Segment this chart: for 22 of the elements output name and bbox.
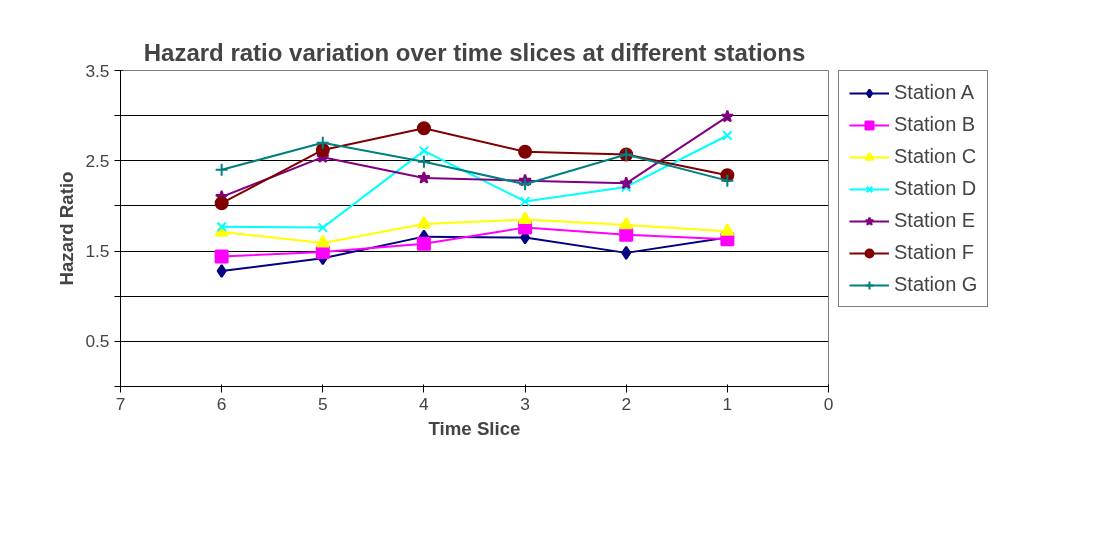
legend-label: Station G xyxy=(894,273,978,296)
y-tick-label: 1.5 xyxy=(85,241,110,262)
x-tick-label: 0 xyxy=(823,393,834,414)
legend-label: Station B xyxy=(894,113,976,136)
legend-label: Station D xyxy=(894,177,977,200)
x-tick-label: 7 xyxy=(115,393,126,414)
legend-label: Station F xyxy=(894,241,975,264)
x-tick-label: 3 xyxy=(520,393,530,414)
x-tick-label: 6 xyxy=(216,393,227,414)
x-tick-label: 5 xyxy=(317,393,328,414)
x-tick-label: 4 xyxy=(419,393,430,414)
x-tick-label: 1 xyxy=(722,393,733,414)
y-tick-label: 3.5 xyxy=(85,60,110,81)
legend-label: Station C xyxy=(894,145,977,168)
legend-label: Station E xyxy=(894,209,976,232)
x-tick-label: 2 xyxy=(621,393,632,414)
x-axis-title: Time Slice xyxy=(428,417,521,439)
y-tick-label: 2.5 xyxy=(85,150,110,171)
chart-title: Hazard ratio variation over time slices at different stations xyxy=(143,38,806,66)
y-axis-title: Hazard Ratio xyxy=(56,171,78,286)
y-tick-label: 0.5 xyxy=(85,331,110,352)
legend-label: Station A xyxy=(894,81,975,104)
